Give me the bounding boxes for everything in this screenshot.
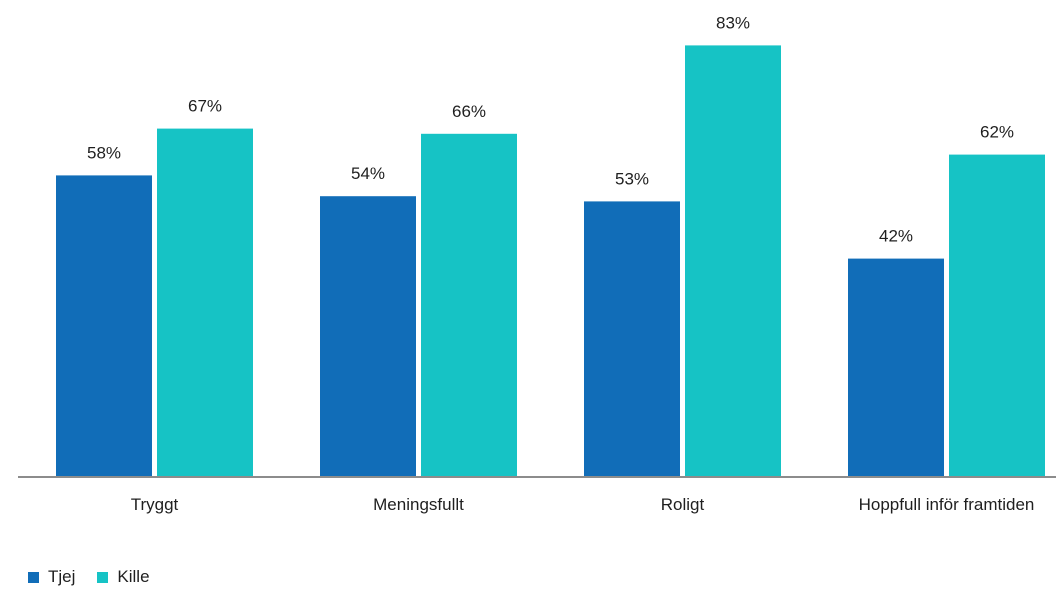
bar-kille-3 bbox=[685, 45, 781, 478]
data-label-kille-2: 66% bbox=[452, 102, 486, 121]
data-label-kille-3: 83% bbox=[716, 13, 750, 32]
data-label-kille-4: 62% bbox=[980, 123, 1014, 142]
data-label-tjej-4: 42% bbox=[879, 227, 913, 246]
legend-label-kille: Kille bbox=[117, 567, 150, 586]
legend-item-tjej: Tjej bbox=[28, 567, 75, 587]
bar-tjej-4 bbox=[848, 258, 944, 477]
category-label-2: Meningsfullt bbox=[373, 495, 464, 514]
data-label-tjej-2: 54% bbox=[351, 164, 385, 183]
bar-tjej-3 bbox=[584, 201, 680, 477]
bar-kille-2 bbox=[421, 133, 517, 478]
category-label-4: Hoppfull inför framtiden bbox=[859, 495, 1035, 514]
bar-kille-1 bbox=[157, 128, 253, 477]
legend-swatch-kille bbox=[97, 571, 109, 583]
data-label-tjej-1: 58% bbox=[87, 143, 121, 162]
legend-label-tjej: Tjej bbox=[48, 567, 76, 586]
data-label-tjej-3: 53% bbox=[615, 169, 649, 188]
category-label-1: Tryggt bbox=[131, 495, 179, 514]
legend-swatch-tjej bbox=[28, 571, 39, 583]
bar-kille-4 bbox=[949, 154, 1045, 477]
bar-tjej-2 bbox=[320, 196, 416, 477]
bar-tjej-1 bbox=[56, 175, 152, 477]
legend: Tjej Kille bbox=[28, 567, 172, 587]
legend-item-kille: Kille bbox=[97, 567, 150, 587]
category-label-3: Roligt bbox=[661, 495, 705, 514]
data-label-kille-1: 67% bbox=[188, 97, 222, 116]
